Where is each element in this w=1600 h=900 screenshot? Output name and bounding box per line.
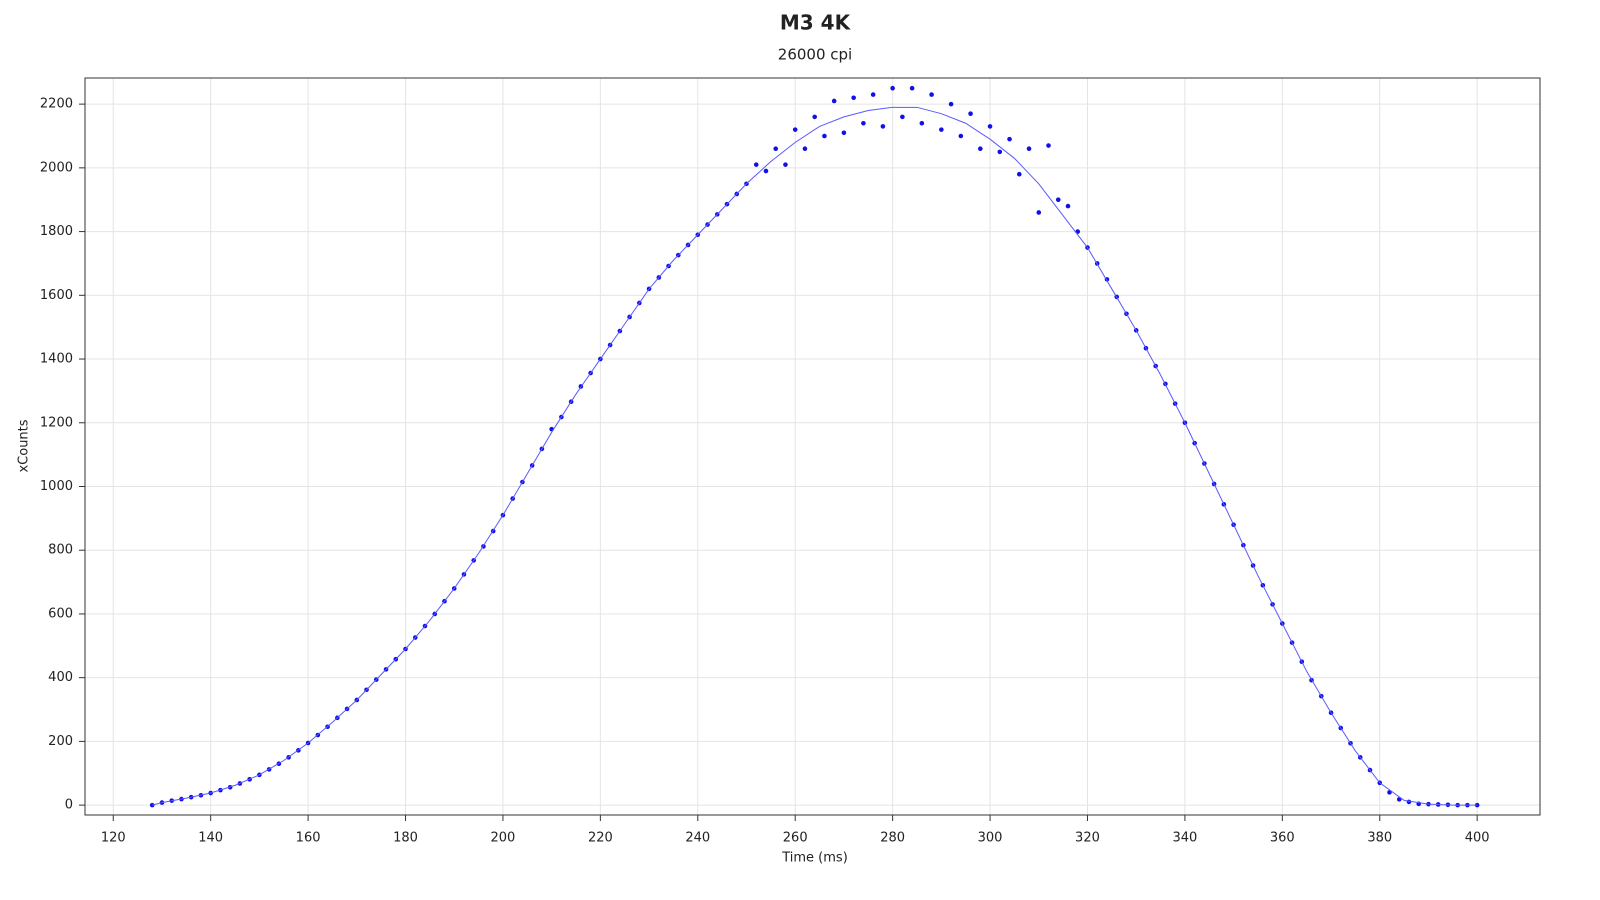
data-point (1016, 171, 1022, 177)
y-axis-label: xCounts (17, 419, 32, 472)
y-tick-label: 1800 (40, 224, 73, 239)
y-tick-label: 400 (48, 670, 73, 685)
y-tick-label: 1000 (40, 479, 73, 494)
x-tick-label: 140 (198, 831, 223, 846)
data-point (763, 168, 769, 174)
data-point (822, 133, 827, 139)
data-point (870, 92, 876, 97)
x-tick-label: 300 (978, 831, 1003, 846)
data-point (831, 98, 837, 104)
data-point (841, 130, 847, 136)
data-point (890, 85, 895, 91)
y-tick-label: 200 (48, 734, 73, 749)
x-tick-label: 240 (685, 831, 710, 846)
y-tick-label: 2000 (40, 160, 73, 175)
chart-title: M3 4K (780, 11, 852, 35)
y-tick-label: 1400 (40, 352, 73, 367)
x-tick-label: 260 (783, 831, 808, 846)
data-point (753, 162, 759, 167)
trend-line (152, 106, 1478, 806)
y-tick-label: 800 (48, 543, 73, 558)
x-tick-label: 160 (296, 831, 321, 846)
data-point (1007, 136, 1012, 142)
y-tick-label: 1600 (40, 288, 73, 303)
x-tick-label: 180 (393, 831, 418, 846)
data-point (1055, 197, 1061, 203)
x-tick-label: 280 (880, 831, 905, 846)
data-point (948, 101, 954, 107)
data-point (880, 124, 886, 129)
data-point (929, 92, 934, 97)
x-tick-label: 220 (588, 831, 613, 846)
data-point (851, 95, 856, 101)
data-point (1406, 799, 1412, 805)
x-tick-label: 380 (1367, 831, 1392, 846)
data-point (997, 149, 1003, 155)
data-point (861, 120, 866, 126)
data-point (968, 111, 973, 116)
x-tick-label: 120 (101, 831, 126, 846)
data-point (1026, 146, 1032, 152)
data-point (909, 85, 915, 91)
data-point (1046, 143, 1051, 148)
data-point (783, 162, 788, 167)
x-tick-label: 320 (1075, 831, 1100, 846)
x-axis-label: Time (ms) (781, 851, 848, 866)
y-tick-label: 0 (65, 798, 73, 813)
data-point (978, 146, 983, 152)
x-tick-label: 200 (491, 831, 516, 846)
data-point (802, 146, 808, 152)
data-point (773, 146, 779, 152)
data-point (958, 133, 964, 139)
x-tick-label: 400 (1465, 831, 1490, 846)
y-tick-label: 600 (48, 606, 73, 621)
data-point (939, 127, 944, 132)
data-point (987, 124, 993, 129)
data-point (900, 114, 905, 120)
chart-subtitle: 26000 cpi (778, 46, 852, 64)
y-tick-label: 2200 (40, 97, 73, 112)
data-point (919, 120, 925, 126)
data-point (792, 127, 798, 132)
data-point (1065, 203, 1071, 209)
x-tick-label: 360 (1270, 831, 1295, 846)
plot-frame (84, 77, 1541, 816)
x-tick-label: 340 (1172, 831, 1197, 846)
y-tick-label: 1200 (40, 415, 73, 430)
data-point (812, 114, 817, 120)
data-point (1036, 210, 1042, 215)
